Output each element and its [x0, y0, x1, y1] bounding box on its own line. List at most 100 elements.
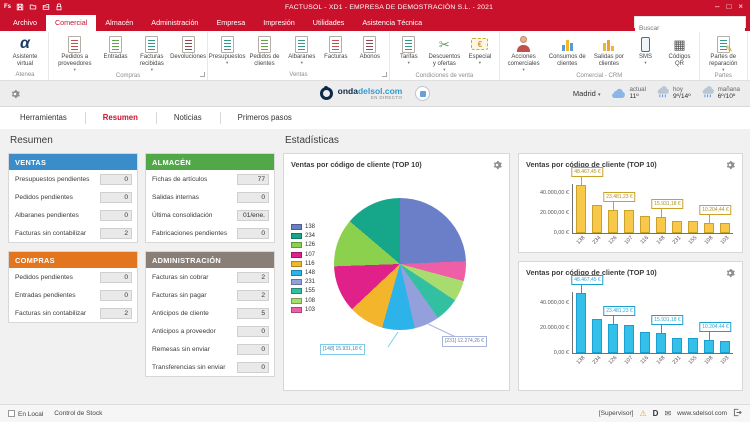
- panel-row-value[interactable]: 0: [237, 325, 269, 337]
- mail-icon[interactable]: ✉: [664, 408, 672, 418]
- bar-column: 116: [637, 332, 653, 365]
- radio-stop-button[interactable]: [415, 86, 431, 101]
- panel-row-value[interactable]: 2: [237, 289, 269, 301]
- bar[interactable]: [576, 185, 586, 233]
- menu-tab-impresion[interactable]: Impresión: [263, 18, 295, 27]
- ribbon-item-pedidos-a-proveedores[interactable]: Pedidos a proveedores ▾: [51, 32, 99, 72]
- ribbon-item-descuentos-y-ofertas[interactable]: ✂ Descuentos y ofertas ▾: [426, 32, 463, 72]
- menu-tab-comercial[interactable]: Comercial: [45, 15, 97, 31]
- panel-row-value[interactable]: 0: [100, 289, 132, 301]
- maximize-button[interactable]: □: [726, 2, 732, 11]
- new-document-icon[interactable]: [29, 3, 37, 11]
- d-icon[interactable]: D: [652, 408, 659, 418]
- gear-icon[interactable]: [725, 160, 735, 170]
- panel-row-value[interactable]: 77: [237, 173, 269, 185]
- bar[interactable]: [688, 338, 698, 353]
- doc-green-icon: [109, 34, 123, 54]
- dialog-launcher-icon[interactable]: [381, 72, 387, 77]
- warning-icon[interactable]: ⚠: [639, 408, 647, 418]
- pie-chart-title: Ventas por código de cliente (TOP 10): [291, 160, 422, 169]
- save-icon[interactable]: [16, 3, 24, 11]
- panel-row-value[interactable]: 2: [100, 307, 132, 319]
- ribbon-group-label: Condiciones de venta: [415, 73, 474, 80]
- bar[interactable]: [704, 340, 714, 353]
- ribbon-item-codigos-qr[interactable]: ▦ Códigos QR: [663, 32, 697, 68]
- website-link[interactable]: www.sdelsol.com: [677, 410, 727, 417]
- ribbon-item-pedidos-de-clientes[interactable]: Pedidos de clientes: [244, 32, 285, 68]
- bar[interactable]: [720, 341, 730, 353]
- lock-icon[interactable]: [55, 3, 63, 11]
- exit-icon[interactable]: [733, 408, 742, 419]
- gear-icon[interactable]: [10, 89, 20, 99]
- ribbon-item-albaranes[interactable]: Albaranes ▾: [285, 32, 319, 65]
- search-input[interactable]: [635, 23, 745, 34]
- ribbon-item-entradas[interactable]: Entradas: [99, 32, 133, 61]
- ribbon-item-acciones-comerciales[interactable]: Acciones comerciales ▾: [502, 32, 545, 72]
- bar[interactable]: [592, 319, 602, 353]
- bar[interactable]: [608, 324, 618, 353]
- ribbon-item-facturas[interactable]: Facturas: [319, 32, 353, 61]
- doc-dark-icon: [181, 34, 195, 54]
- panel-row-value[interactable]: 0: [100, 191, 132, 203]
- ribbon-item-partes-de-reparacion[interactable]: ✎ Partes de reparación ▾: [702, 32, 746, 72]
- bar[interactable]: [640, 332, 650, 353]
- bar[interactable]: [656, 217, 666, 233]
- bar[interactable]: [624, 325, 634, 353]
- weather-city-selector[interactable]: Madrid ▾: [572, 89, 601, 98]
- ribbon-item-devoluciones[interactable]: Devoluciones: [170, 32, 206, 61]
- bar-callout: 15.931,18 €: [651, 199, 684, 209]
- bar[interactable]: [576, 293, 586, 353]
- ribbon-item-facturas-recibidas[interactable]: Facturas recibidas ▾: [133, 32, 172, 72]
- ribbon-item-salidas-por-clientes[interactable]: Salidas por clientes: [589, 32, 628, 68]
- bar[interactable]: [688, 221, 698, 233]
- close-button[interactable]: ×: [738, 2, 743, 11]
- panel-row-value[interactable]: 0: [237, 343, 269, 355]
- menu-tab-archivo[interactable]: Archivo: [13, 18, 37, 27]
- bar[interactable]: [704, 223, 714, 233]
- ribbon-item-presupuestos[interactable]: Presupuestos ▾: [209, 32, 245, 65]
- gear-icon[interactable]: [725, 268, 735, 278]
- x-tick-label: 126: [607, 355, 619, 366]
- panel-row-value[interactable]: 5: [237, 307, 269, 319]
- bar[interactable]: [592, 205, 602, 233]
- panel-row-value[interactable]: 0: [237, 361, 269, 373]
- panel-compras: COMPRAS Pedidos pendientes 0 Entradas pendi…: [8, 251, 138, 323]
- tab-primeros-pasos[interactable]: Primeros pasos: [219, 107, 310, 129]
- ribbon-item-especial[interactable]: € Especial ▾: [463, 32, 497, 65]
- dialog-launcher-icon[interactable]: [200, 72, 206, 77]
- bar[interactable]: [608, 210, 618, 233]
- bar[interactable]: [656, 333, 666, 353]
- tab-noticias[interactable]: Noticias: [155, 107, 220, 129]
- bar[interactable]: [720, 223, 730, 233]
- menu-tab-empresa[interactable]: Empresa: [216, 18, 246, 27]
- tab-herramientas[interactable]: Herramientas: [20, 113, 67, 122]
- menu-tab-utilidades[interactable]: Utilidades: [312, 18, 345, 27]
- ondadelsol-logo-icon: [319, 86, 333, 100]
- panel-row-value[interactable]: 0: [237, 227, 269, 239]
- bar[interactable]: [640, 216, 650, 233]
- minimize-button[interactable]: –: [715, 2, 720, 11]
- ribbon-item-sms[interactable]: SMS ▾: [629, 32, 663, 65]
- bar[interactable]: [672, 221, 682, 233]
- ribbon-item-abonos[interactable]: Abonos: [353, 32, 387, 61]
- ribbon-item-tarifas[interactable]: Tarifas ▾: [392, 32, 426, 65]
- ribbon-item-consumos-de-clientes[interactable]: Consumos de clientes: [545, 32, 589, 68]
- bar[interactable]: [624, 210, 634, 233]
- panel-row-value[interactable]: 0: [237, 191, 269, 203]
- callout-line: [709, 215, 710, 223]
- bar[interactable]: [672, 338, 682, 353]
- open-folder-icon[interactable]: [42, 3, 50, 11]
- panel-row-value[interactable]: 0: [100, 173, 132, 185]
- panel-row-value[interactable]: 2: [237, 271, 269, 283]
- panel-row-value[interactable]: 0: [100, 209, 132, 221]
- panel-row-value[interactable]: 0: [100, 271, 132, 283]
- tab-resumen[interactable]: Resumen: [84, 107, 156, 129]
- panel-row-value[interactable]: 01/ene.: [237, 209, 269, 221]
- menu-tab-administracion[interactable]: Administración: [151, 18, 199, 27]
- panel-row-value[interactable]: 2: [100, 227, 132, 239]
- gear-icon[interactable]: [492, 160, 502, 170]
- menu-tab-almacen[interactable]: Almacén: [105, 18, 134, 27]
- panel-row-label: Entradas pendientes: [15, 291, 76, 299]
- ribbon-item-asistente-virtual[interactable]: α Asistente virtual: [12, 35, 38, 67]
- menu-tab-asistencia-tecnica[interactable]: Asistencia Técnica: [362, 18, 423, 27]
